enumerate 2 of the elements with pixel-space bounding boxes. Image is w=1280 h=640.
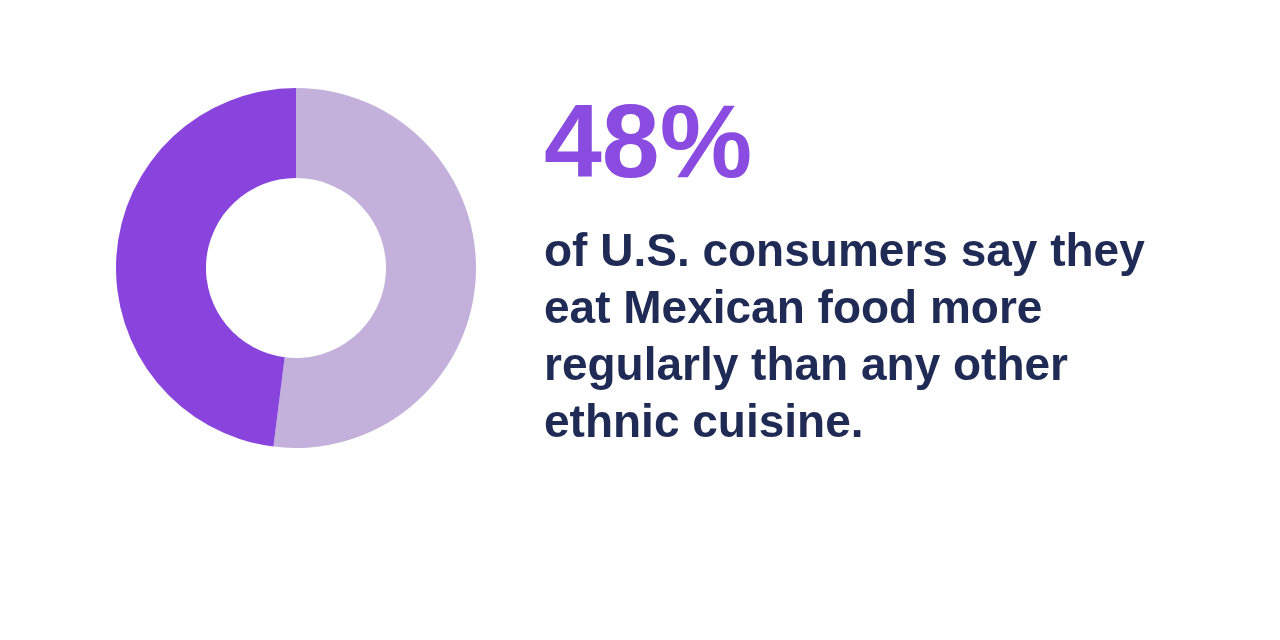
text: of U.S. consumers say they eat Mexican food more regularly than any other ethnic cuisine. xyxy=(544,223,1146,449)
chart-title: 48% xyxy=(544,83,754,199)
